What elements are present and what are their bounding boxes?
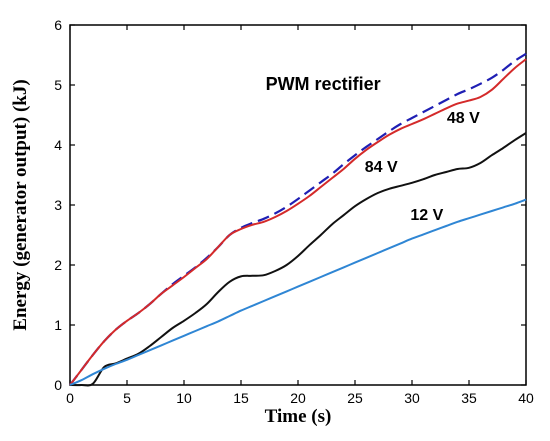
series-layer [69, 52, 527, 387]
y-tick-label: 6 [54, 17, 62, 33]
y-tick-label: 5 [54, 77, 62, 93]
x-tick-label: 0 [66, 390, 74, 406]
x-tick-label: 15 [233, 390, 249, 406]
x-tick-label: 10 [176, 390, 192, 406]
x-tick-label: 20 [290, 390, 306, 406]
series-line-3 [69, 198, 527, 386]
annotation-label: 12 V [410, 207, 443, 224]
y-tick-label: 0 [54, 377, 62, 393]
x-axis-title: Time (s) [265, 406, 332, 427]
x-tick-label: 40 [518, 390, 534, 406]
y-axis-title: Energy (generator output) (kJ) [10, 79, 31, 330]
x-tick-label: 35 [461, 390, 477, 406]
series-line-2 [69, 132, 527, 387]
x-tick-label: 5 [123, 390, 131, 406]
y-tick-label: 2 [54, 257, 62, 273]
y-tick-label: 3 [54, 197, 62, 213]
axis-ticks: 0 5 10 15 20 25 30 35 40 0 1 2 3 4 5 6 [54, 17, 534, 406]
annotation-label: PWM rectifier [266, 74, 381, 94]
y-tick-label: 4 [54, 137, 62, 153]
x-tick-label: 30 [404, 390, 420, 406]
x-tick-label: 25 [347, 390, 363, 406]
annotation-label: 84 V [365, 159, 398, 176]
series-line-1 [69, 58, 527, 386]
annotation-label: 48 V [447, 110, 480, 127]
y-tick-label: 1 [54, 317, 62, 333]
annotation-layer: PWM rectifier 48 V 84 V 12 V [266, 74, 481, 224]
